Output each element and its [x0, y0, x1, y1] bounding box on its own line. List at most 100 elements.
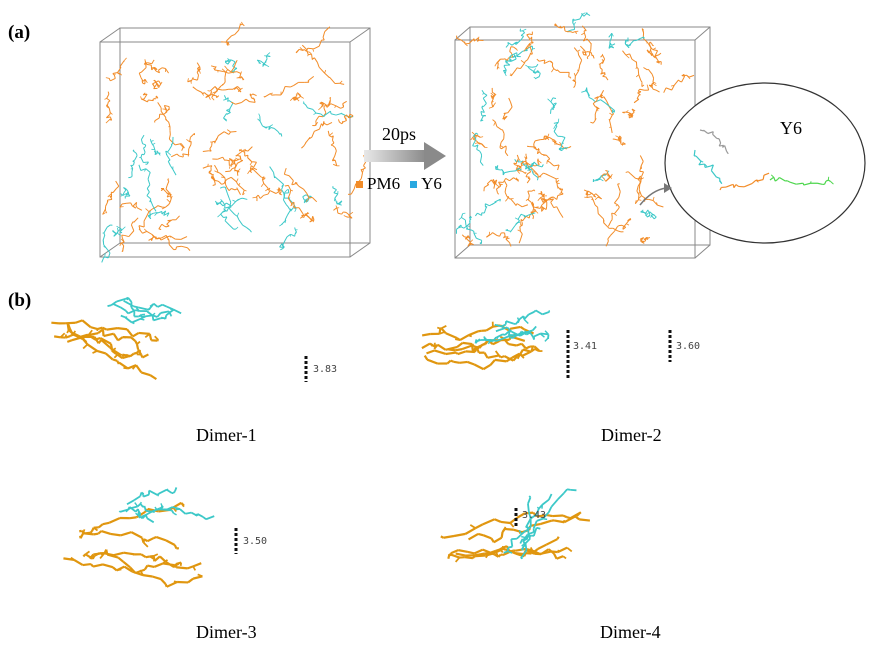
bond: [533, 332, 541, 338]
bond: [283, 169, 287, 175]
bond: [340, 106, 344, 109]
bond: [597, 196, 602, 200]
bond: [643, 67, 648, 71]
bond: [90, 563, 94, 568]
bond: [232, 199, 236, 202]
bond: [550, 498, 559, 508]
bond: [126, 499, 135, 506]
bond: [499, 142, 502, 148]
bond: [638, 199, 642, 201]
bond: [305, 104, 308, 109]
bond: [202, 516, 207, 520]
bond: [561, 136, 566, 138]
bond: [637, 88, 641, 92]
bond: [333, 192, 338, 195]
bond: [123, 551, 135, 556]
bond: [522, 30, 525, 33]
bond: [167, 178, 170, 180]
bond: [225, 69, 228, 73]
bond: [458, 217, 462, 221]
bond: [506, 59, 512, 62]
bond: [334, 197, 337, 201]
bond: [481, 89, 485, 94]
bond: [524, 330, 527, 333]
bond: [467, 360, 475, 366]
bond: [520, 62, 526, 69]
bond: [226, 202, 232, 207]
bond: [146, 188, 150, 193]
bond: [242, 224, 247, 228]
bond: [634, 199, 637, 204]
bond: [509, 55, 512, 60]
bond: [121, 243, 125, 246]
bond: [472, 141, 476, 146]
bond: [776, 177, 780, 181]
bond: [265, 64, 270, 68]
bond: [303, 188, 308, 194]
bond: [261, 178, 265, 184]
bond: [158, 67, 163, 71]
bond: [212, 176, 216, 182]
bond: [168, 138, 176, 146]
bond: [152, 81, 158, 85]
bond: [510, 44, 513, 46]
bond: [515, 512, 525, 520]
bond: [117, 327, 128, 331]
bond: [173, 512, 177, 516]
bond: [108, 107, 111, 113]
bond: [252, 196, 257, 199]
bond: [131, 570, 144, 577]
bond: [257, 173, 262, 178]
bond: [506, 326, 513, 333]
bond: [363, 165, 366, 169]
bond: [544, 337, 549, 342]
bond: [154, 117, 160, 122]
bond: [117, 556, 124, 563]
bond: [290, 204, 293, 207]
bond: [142, 143, 146, 146]
bond: [537, 71, 541, 74]
bond: [773, 176, 776, 182]
bond: [555, 177, 559, 180]
bond: [247, 146, 253, 152]
bond: [211, 140, 216, 143]
bond: [827, 179, 831, 182]
bond: [506, 195, 509, 199]
bond: [548, 493, 553, 501]
bond: [284, 189, 288, 193]
bond: [468, 38, 475, 44]
bond: [301, 44, 307, 50]
bond: [599, 96, 603, 99]
bond: [360, 172, 363, 179]
bond: [84, 553, 94, 560]
bond: [609, 126, 612, 128]
bond: [624, 43, 630, 49]
bond: [101, 529, 111, 535]
bond: [132, 149, 135, 152]
bond: [457, 350, 467, 356]
bond: [678, 79, 681, 82]
bond: [343, 116, 347, 121]
dimer-1-label: Dimer-1: [196, 425, 257, 445]
bond: [503, 145, 507, 148]
bond: [525, 199, 528, 201]
bond: [494, 336, 497, 339]
bond: [165, 188, 170, 193]
bond: [214, 86, 218, 89]
bond: [109, 112, 113, 115]
bond: [264, 58, 268, 64]
bond: [499, 232, 502, 237]
bond: [296, 92, 301, 97]
bond: [137, 306, 147, 311]
bond: [319, 102, 322, 104]
bond: [228, 198, 232, 203]
bond: [225, 184, 228, 188]
bond: [135, 202, 138, 206]
bond: [160, 310, 170, 314]
bond: [530, 347, 536, 353]
bond: [241, 21, 244, 25]
bond: [505, 44, 509, 48]
bond: [69, 334, 72, 338]
bond: [673, 79, 679, 86]
